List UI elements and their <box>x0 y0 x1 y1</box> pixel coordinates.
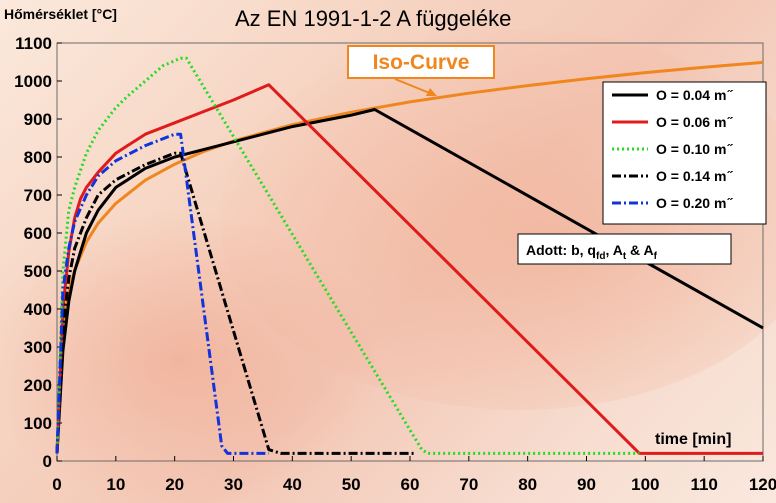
series-line <box>55 83 763 455</box>
x-tick-label: 110 <box>690 475 717 494</box>
legend-label: O = 0.10 m ̋ <box>656 141 733 157</box>
legend: O = 0.04 m ̋ O = 0.06 m ̋ O = 0.10 m ̋ O = … <box>602 81 767 225</box>
x-tick-label: 20 <box>165 475 184 494</box>
x-tick-label: 10 <box>106 475 125 494</box>
legend-label: O = 0.14 m ̋ <box>656 168 733 184</box>
note-text: Adott: b, qfd, At & Af <box>526 242 658 262</box>
x-tick-label: 50 <box>342 475 361 494</box>
axis-ticks: 0 10 20 30 40 50 60 70 80 90 100 110 120 0 100 200 300 40… <box>14 34 776 494</box>
x-axis-label: time [min] <box>655 431 731 448</box>
x-tick-label: 80 <box>518 475 537 494</box>
x-tick-label: 40 <box>283 475 302 494</box>
background-flame-lower <box>0 210 380 503</box>
series-layer <box>55 56 764 455</box>
x-tick-label: 30 <box>224 475 243 494</box>
y-tick-label: 800 <box>24 148 52 167</box>
legend-label: O = 0.06 m ̋ <box>656 114 733 130</box>
y-tick-label: 600 <box>24 224 52 243</box>
y-tick-label: 500 <box>24 262 52 281</box>
iso-curve-pointer <box>394 78 433 95</box>
y-tick-label: 700 <box>24 186 52 205</box>
note-box <box>517 233 732 265</box>
legend-label: O = 0.20 m ̋ <box>656 195 733 211</box>
y-tick-label: 900 <box>24 110 52 129</box>
y-tick-label: 1100 <box>15 34 52 53</box>
series-line <box>55 56 640 455</box>
legend-box <box>602 81 767 225</box>
plot-area: 0 10 20 30 40 50 60 70 80 90 100 110 120 0 100 200 300 40… <box>14 34 776 494</box>
y-tick-label: 0 <box>43 452 52 471</box>
y-tick-label: 100 <box>24 414 52 433</box>
x-tick-label: 120 <box>749 475 776 494</box>
legend-items: O = 0.04 m ̋ O = 0.06 m ̋ O = 0.10 m ̋ O = … <box>612 87 733 211</box>
x-tick-label: 100 <box>631 475 659 494</box>
series-line <box>55 132 269 455</box>
x-tick-label: 60 <box>401 475 420 494</box>
legend-label: O = 0.04 m ̋ <box>656 87 733 103</box>
y-tick-label: 300 <box>24 338 52 357</box>
y-tick-label: 1000 <box>14 72 52 91</box>
iso-curve-arrowhead <box>426 88 437 96</box>
iso-curve-label: Iso-Curve <box>373 51 470 74</box>
series-line <box>55 108 764 454</box>
x-tick-label: 0 <box>52 475 61 494</box>
y-tick-label: 400 <box>24 300 52 319</box>
x-tick-label: 90 <box>577 475 596 494</box>
iso-curve-label-box <box>347 45 495 79</box>
chart-title: Az EN 1991-1-2 A függeléke <box>235 6 511 31</box>
y-axis-label: Hőmérséklet [°C] <box>4 6 117 22</box>
series-line <box>55 151 416 455</box>
y-tick-label: 200 <box>24 376 52 395</box>
x-tick-label: 70 <box>459 475 478 494</box>
